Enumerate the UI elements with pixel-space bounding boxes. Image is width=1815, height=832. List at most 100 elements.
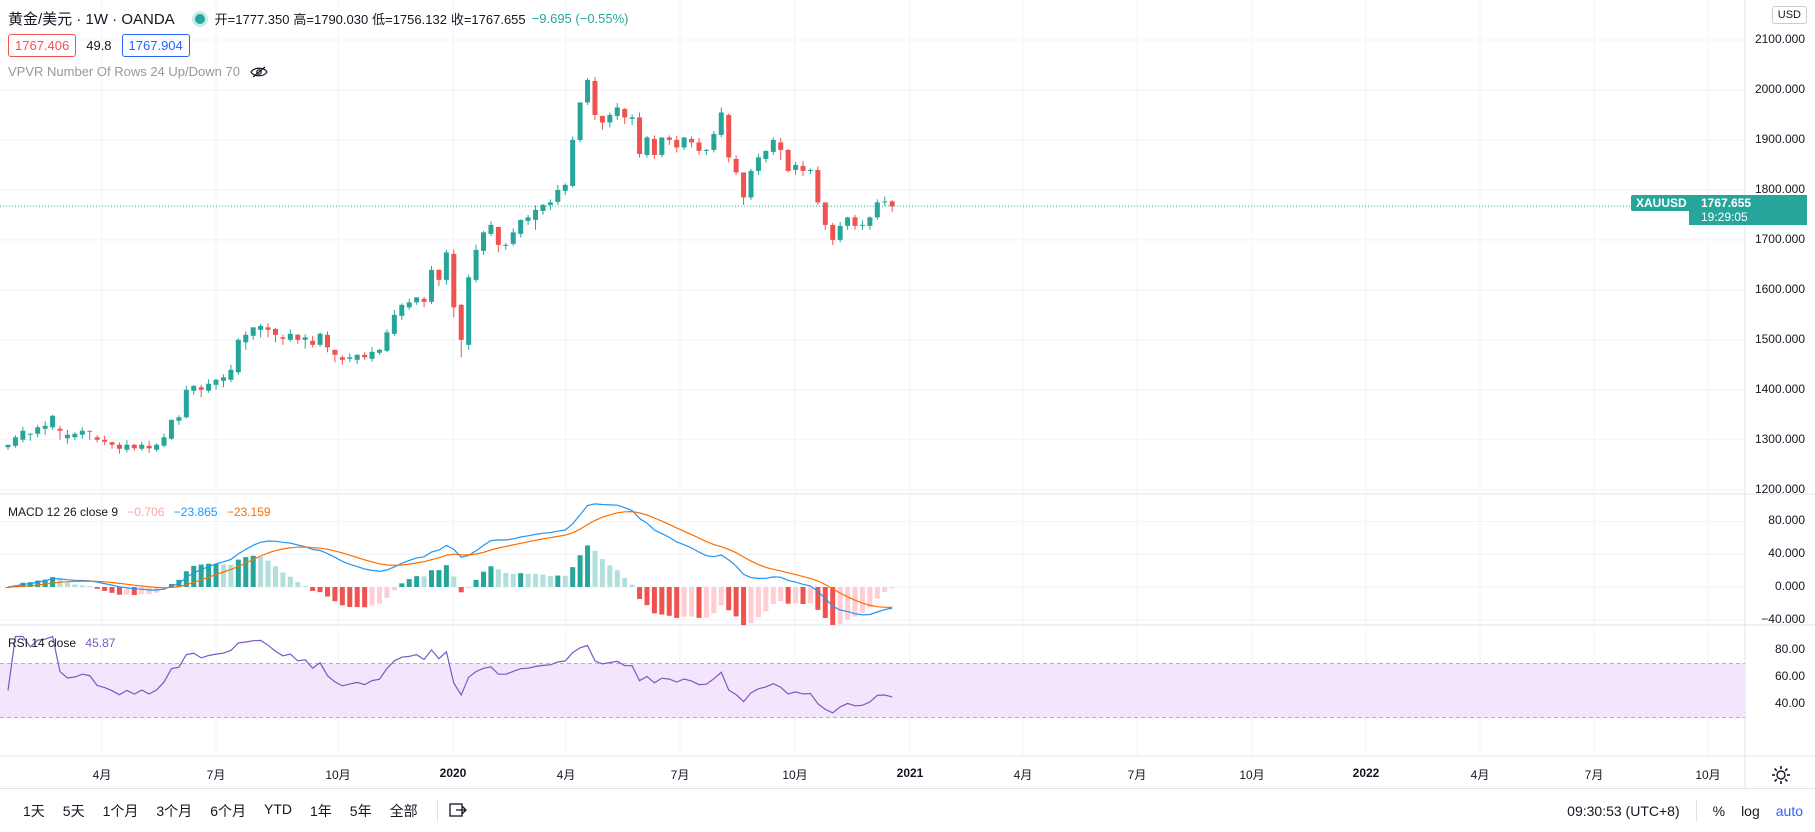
candle-body [339,357,345,360]
rsi-legend[interactable]: RSI 14 close 45.87 [8,636,115,650]
candle-body [220,377,226,381]
candle-body [859,224,865,226]
timeframe-button[interactable]: 6个月 [210,802,246,819]
macd-histogram-bar [42,579,48,587]
candle-body [488,224,494,234]
macd-axis-label: 80.000 [1768,513,1805,528]
rsi-value: 45.87 [85,636,116,650]
timeframe-button[interactable]: 5年 [349,802,372,819]
ohlc-high: 高=1790.030 [293,12,369,27]
macd-histogram-bar [592,550,598,587]
macd-histogram-bar [525,573,531,587]
price-axis-label: 2000.000 [1754,81,1805,96]
macd-legend[interactable]: MACD 12 26 close 9 −0.706 −23.865 −23.15… [8,505,271,519]
candle-body [815,169,821,203]
price-axis-label: 1200.000 [1754,481,1805,496]
timeframe-button[interactable]: 1个月 [102,802,139,819]
macd-histogram-bar [258,556,264,587]
macd-histogram-bar [131,587,137,596]
macd-histogram-bar [681,587,687,617]
macd-histogram-bar [540,574,546,587]
macd-histogram-bar [651,587,657,614]
macd-histogram-bar [785,587,791,604]
candle-body [295,334,301,340]
toolbar-divider [436,799,438,822]
time-axis-label: 10月 [1239,768,1265,782]
macd-histogram-bar [763,587,769,612]
candle-body [280,337,286,339]
price-axis-label: 1700.000 [1754,231,1805,246]
candle-body [882,201,888,203]
ask-price[interactable]: 1767.904 [121,34,190,57]
timeframe-button[interactable]: YTD [263,800,292,817]
candle-body [243,334,249,343]
candle-body [570,139,576,186]
clock-timezone[interactable]: 09:30:53 (UTC+8) [1567,802,1680,819]
candle-body [228,369,234,380]
candle-body [265,327,271,330]
macd-histogram-bar [570,567,576,587]
timeframe-button[interactable]: 1天 [23,802,45,819]
macd-histogram-bar [859,587,865,613]
candle-body [785,149,791,171]
macd-histogram-bar [503,572,509,587]
price-change: −9.695 (−0.55%) [531,11,629,26]
macd-histogram-bar [748,587,754,624]
candle-body [302,337,308,340]
rsi-line [7,635,893,714]
symbol-title[interactable]: 黄金/美元 · 1W · OANDA [8,11,175,28]
macd-histogram-bar [585,545,591,587]
eye-hidden-icon[interactable] [250,66,268,78]
bottom-right-controls: 09:30:53 (UTC+8) % log auto [1567,799,1803,822]
candle-body [629,117,635,119]
candle-body [555,189,561,202]
timeframe-button[interactable]: 3个月 [156,802,193,819]
candle-body [421,298,427,302]
timeframe-button[interactable]: 1年 [309,802,332,819]
macd-histogram-bar [354,587,360,608]
percent-toggle[interactable]: % [1712,802,1726,819]
bid-price[interactable]: 1767.406 [8,34,77,57]
ohlc-open: 开=1777.350 [214,12,290,27]
candle-body [50,415,56,428]
macd-histogram-bar [302,585,308,587]
macd-histogram-bar [674,587,680,618]
macd-signal-value: −23.159 [226,505,271,519]
vpvr-indicator-label[interactable]: VPVR Number Of Rows 24 Up/Down 70 [8,64,268,79]
candle-body [718,112,724,135]
rsi-label: RSI 14 close [8,636,77,650]
macd-histogram-bar [332,587,338,602]
macd-histogram-bar [451,576,457,587]
macd-histogram-bar [206,563,212,587]
price-axis-label: 1500.000 [1754,331,1805,346]
time-axis-label: 2020 [439,766,467,780]
candle-body [666,137,672,140]
gear-icon[interactable] [1770,764,1792,786]
chart-canvas[interactable] [0,0,1815,788]
timeframe-button[interactable]: 5天 [62,802,85,819]
candle-body [146,445,152,449]
macd-histogram-bar [213,563,219,587]
macd-histogram-bar [726,587,732,611]
macd-line-value: −23.865 [173,505,218,519]
time-axis-label: 4月 [1470,768,1490,782]
log-toggle[interactable]: log [1741,802,1760,819]
last-price-tag: XAUUSD 1767.655 19:29:05 [1631,195,1807,225]
goto-date-icon[interactable] [448,802,468,820]
macd-histogram-bar [867,587,873,608]
macd-histogram-bar [562,575,568,587]
macd-histogram-bar [629,584,635,587]
currency-button[interactable]: USD [1771,6,1807,24]
candle-body [637,117,643,154]
candle-body [466,277,472,345]
macd-histogram-bar [317,587,323,593]
macd-histogram-bar [703,587,709,618]
candle-body [250,327,256,336]
macd-histogram-bar [778,587,784,602]
candle-body [406,302,412,308]
auto-toggle[interactable]: auto [1775,802,1803,819]
macd-label: MACD 12 26 close 9 [8,505,119,519]
candle-body [741,172,747,198]
timeframe-button[interactable]: 全部 [389,802,418,819]
candle-body [510,232,516,244]
